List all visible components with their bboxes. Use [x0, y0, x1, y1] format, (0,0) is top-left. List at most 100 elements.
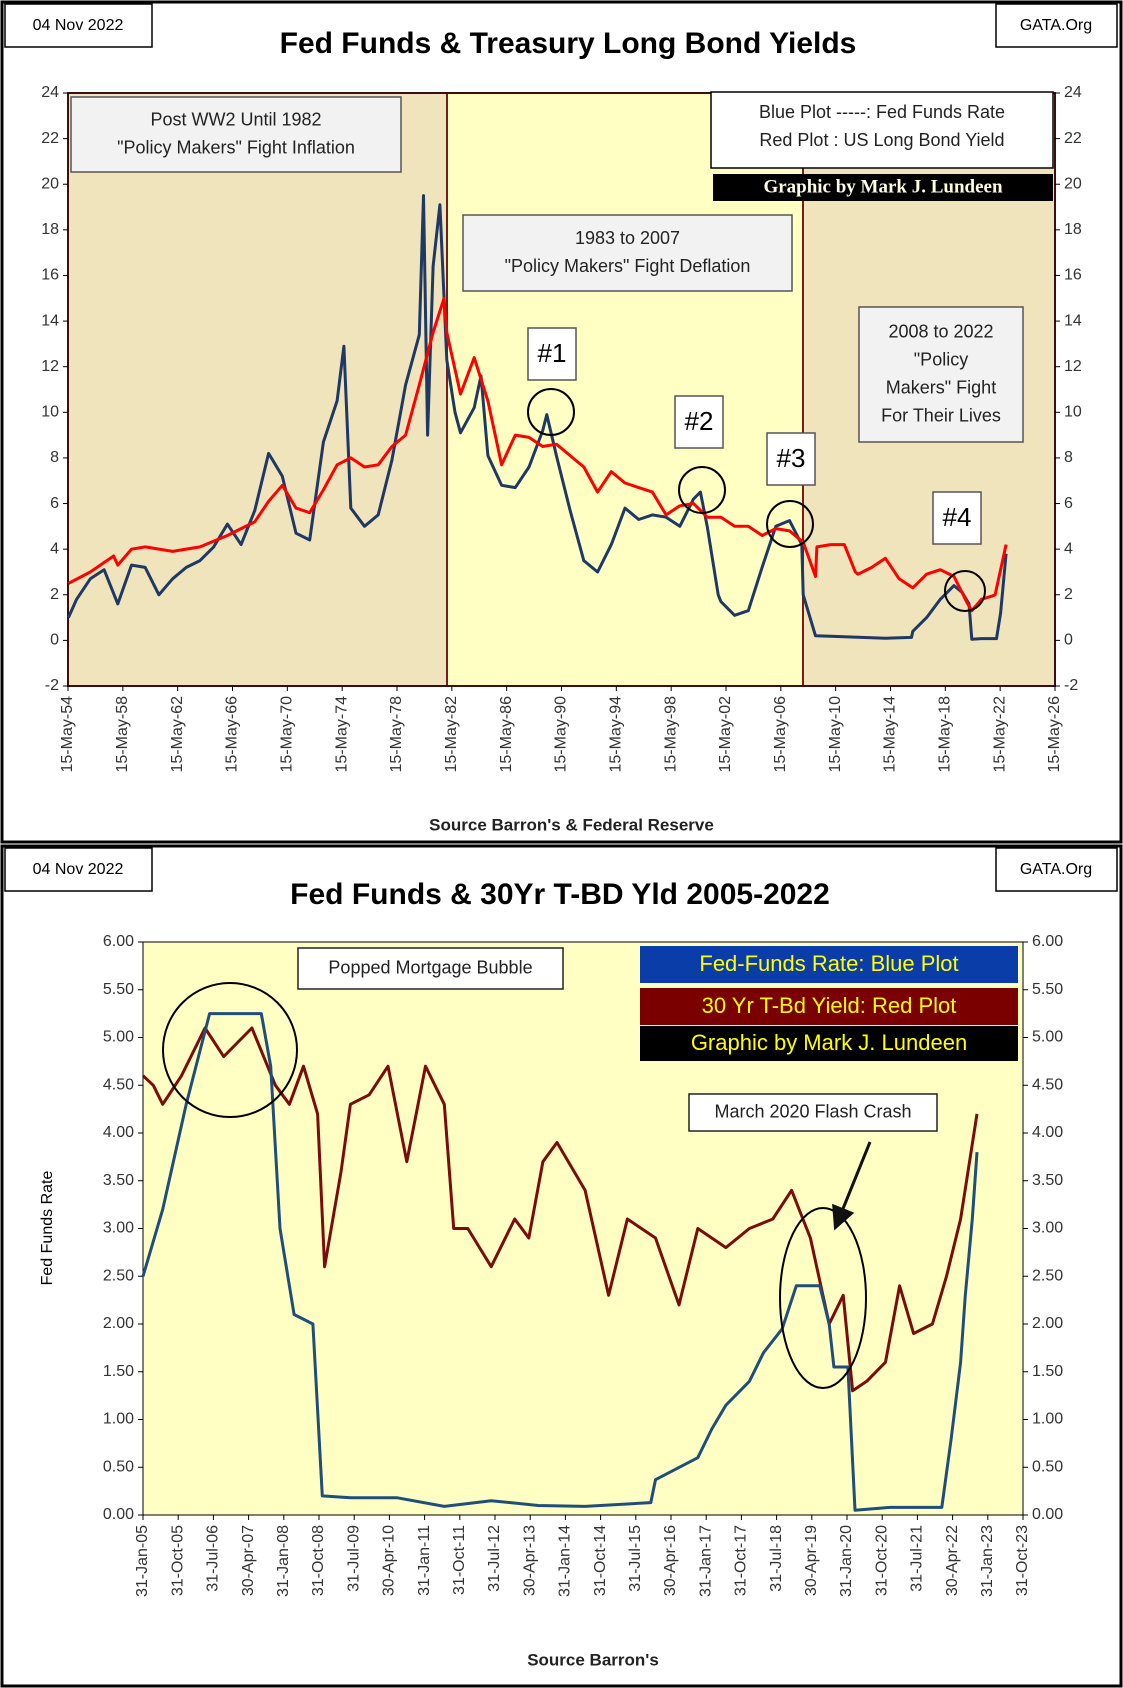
- series-line: [67, 194, 1008, 641]
- text-box: [462, 214, 793, 292]
- y2-tick-label: 2.50: [1032, 1267, 1063, 1284]
- y-tick-label: 14: [41, 312, 59, 329]
- note-text: "Policy Makers" Fight Inflation: [117, 137, 355, 157]
- series-line: [67, 296, 1008, 613]
- legend-box: [640, 946, 1018, 983]
- text-box: [297, 947, 564, 990]
- x-tick-label: 31-Oct-17: [733, 1525, 750, 1596]
- text-box: [674, 395, 724, 449]
- x-tick-label: 30-Apr-16: [662, 1525, 679, 1596]
- marker-circle: [766, 500, 814, 548]
- marker-label: #4: [943, 502, 972, 532]
- note-text: "Policy: [914, 349, 968, 369]
- legend-entry: 30 Yr T-Bd Yield: Red Plot: [702, 993, 957, 1018]
- y2-tick-label: 3.50: [1032, 1172, 1063, 1189]
- y2-tick-label: 8: [1064, 449, 1073, 466]
- x-tick-label: 31-Oct-08: [310, 1525, 327, 1596]
- y-tick-label: 18: [41, 221, 59, 238]
- y-tick-label: 12: [41, 358, 59, 375]
- x-tick-label: 15-May-82: [443, 696, 460, 773]
- text-box: [710, 91, 1054, 169]
- x-tick-label: 31-Oct-05: [169, 1525, 186, 1596]
- note-text: 2008 to 2022: [888, 321, 993, 341]
- text-box: [858, 306, 1024, 443]
- series-line: [141, 1012, 979, 1512]
- x-tick-label: 15-May-66: [224, 696, 241, 773]
- x-tick-label: 31-Jul-09: [345, 1525, 362, 1592]
- plot-region: [67, 92, 448, 687]
- y2-tick-label: 22: [1064, 130, 1082, 147]
- text-box: [4, 847, 153, 892]
- y2-tick-label: 1.00: [1032, 1411, 1063, 1428]
- y-tick-label: 3.00: [103, 1220, 134, 1237]
- x-tick-label: 15-May-74: [333, 696, 350, 773]
- x-tick-label: 15-May-02: [717, 696, 734, 773]
- series-line: [141, 1026, 979, 1393]
- text-box: [70, 96, 402, 173]
- note-text: Popped Mortgage Bubble: [328, 957, 532, 977]
- y2-tick-label: 16: [1064, 267, 1082, 284]
- x-tick-label: 30-Apr-19: [803, 1525, 820, 1596]
- note-text: Makers" Fight: [886, 377, 996, 397]
- y2-tick-label: 20: [1064, 175, 1082, 192]
- x-tick-label: 15-May-54: [59, 696, 76, 773]
- y-tick-label: 1.00: [103, 1411, 134, 1428]
- y-tick-label: 6: [50, 495, 59, 512]
- y-tick-label: 2.50: [103, 1267, 134, 1284]
- marker-label: #3: [777, 443, 806, 473]
- x-tick-label: 15-May-62: [169, 696, 186, 773]
- x-axis-label: Source Barron's & Federal Reserve: [429, 815, 714, 834]
- y2-tick-label: 6: [1064, 495, 1073, 512]
- x-tick-label: 31-Jan-14: [557, 1525, 574, 1597]
- legend-entry: Blue Plot -----: Fed Funds Rate: [759, 102, 1005, 122]
- y2-tick-label: 0: [1064, 632, 1073, 649]
- x-tick-label: 15-May-58: [114, 696, 131, 773]
- y-tick-label: 0.50: [103, 1458, 134, 1475]
- text-box: [995, 3, 1118, 48]
- x-tick-label: 31-Oct-23: [1014, 1525, 1031, 1596]
- marker-label: #1: [538, 338, 567, 368]
- x-tick-label: 15-May-18: [937, 696, 954, 773]
- note-text: For Their Lives: [881, 405, 1001, 425]
- y-axis-label: Fed Funds Rate: [39, 1171, 56, 1286]
- y2-tick-label: 2: [1064, 586, 1073, 603]
- x-tick-label: 15-May-10: [827, 696, 844, 773]
- x-tick-label: 15-May-06: [772, 696, 789, 773]
- y-tick-label: 8: [50, 449, 59, 466]
- x-tick-label: 30-Apr-13: [521, 1525, 538, 1596]
- legend-entry: Fed-Funds Rate: Blue Plot: [699, 951, 958, 976]
- y-tick-label: 2: [50, 586, 59, 603]
- y2-tick-label: 10: [1064, 404, 1082, 421]
- x-tick-label: 31-Oct-14: [592, 1525, 609, 1596]
- x-tick-label: 31-Jul-18: [768, 1525, 785, 1592]
- x-axis-label: Source Barron's: [527, 1650, 659, 1669]
- y-tick-label: 4.00: [103, 1124, 134, 1141]
- x-tick-label: 31-Jan-08: [275, 1525, 292, 1597]
- y2-tick-label: -2: [1064, 677, 1078, 694]
- credit: Graphic by Mark J. Lundeen: [691, 1030, 967, 1055]
- x-tick-label: 31-Jul-15: [627, 1525, 644, 1592]
- y-tick-label: 5.50: [103, 981, 134, 998]
- text-box: [932, 491, 982, 545]
- note-text: March 2020 Flash Crash: [714, 1101, 911, 1121]
- x-tick-label: 31-Oct-11: [451, 1525, 468, 1595]
- highlight-circle: [162, 982, 298, 1118]
- y2-tick-label: 0.00: [1032, 1506, 1063, 1523]
- y2-tick-label: 24: [1064, 84, 1082, 101]
- x-tick-label: 30-Apr-22: [944, 1525, 961, 1596]
- x-tick-label: 15-May-90: [553, 696, 570, 773]
- site-label: GATA.Org: [1020, 861, 1092, 878]
- x-tick-label: 15-May-78: [388, 696, 405, 773]
- y-tick-label: 16: [41, 267, 59, 284]
- x-tick-label: 15-May-94: [608, 696, 625, 773]
- y-tick-label: 2.00: [103, 1315, 134, 1332]
- x-tick-label: 15-May-26: [1046, 696, 1063, 773]
- y2-tick-label: 3.00: [1032, 1220, 1063, 1237]
- chart-title: Fed Funds & Treasury Long Bond Yields: [280, 27, 857, 60]
- x-tick-label: 31-Jan-23: [979, 1525, 996, 1597]
- y-tick-label: 22: [41, 130, 59, 147]
- x-tick-label: 31-Jul-12: [486, 1525, 503, 1592]
- x-tick-label: 30-Apr-07: [240, 1525, 257, 1596]
- x-tick-label: 31-Oct-20: [873, 1525, 890, 1596]
- y-tick-label: 4.50: [103, 1076, 134, 1093]
